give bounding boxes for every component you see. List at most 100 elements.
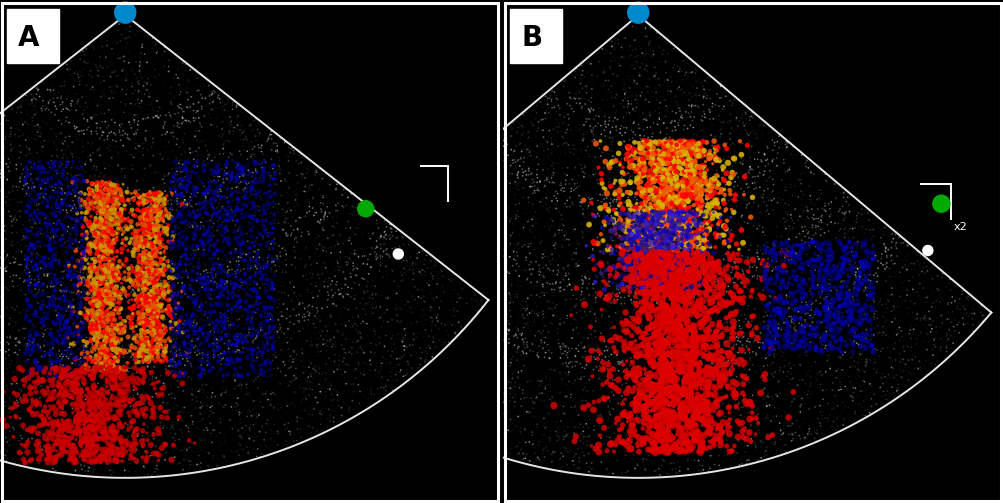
Point [664,242,680,250]
Point [682,113,698,121]
Point [145,198,161,206]
Point [441,186,457,194]
Point [207,166,223,175]
Point [706,376,722,384]
Point [646,238,662,246]
Point [653,246,669,255]
Point [11,449,27,457]
Point [686,327,702,336]
Point [145,312,161,320]
Point [646,244,662,252]
Point [262,164,278,172]
Point [674,207,690,215]
Point [124,160,140,169]
Point [821,250,838,258]
Point [91,299,107,307]
Point [354,362,370,370]
Point [549,432,565,440]
Point [607,441,623,449]
Point [318,388,334,396]
Point [724,243,740,251]
Point [951,305,967,313]
Point [200,314,216,322]
Point [30,429,46,437]
Point [645,171,661,179]
Point [0,263,15,271]
Point [89,445,105,453]
Point [198,309,214,317]
Point [144,293,160,301]
Point [63,262,79,270]
Point [92,220,108,228]
Point [644,302,660,310]
Point [225,280,241,288]
Point [104,339,120,347]
Point [363,308,379,316]
Point [420,245,436,253]
Point [285,348,301,356]
Point [665,434,681,442]
Point [833,262,850,270]
Point [508,195,524,203]
Point [413,330,429,338]
Point [798,258,814,266]
Point [676,215,692,223]
Point [611,283,627,291]
Point [835,301,852,309]
Point [672,271,688,279]
Point [136,90,152,98]
Point [246,453,262,461]
Point [783,420,799,428]
Point [678,404,694,412]
Point [62,366,78,374]
Point [0,235,5,243]
Point [492,353,509,361]
Point [663,263,679,271]
Point [557,170,573,178]
Point [597,220,613,228]
Point [112,246,128,255]
Point [182,315,198,323]
Point [510,373,526,381]
Point [679,273,695,281]
Point [76,417,92,425]
Point [388,316,404,324]
Point [126,304,142,312]
Point [668,171,684,179]
Point [811,274,827,282]
Point [256,164,272,172]
Point [667,258,683,266]
Point [763,203,779,211]
Point [65,342,81,350]
Point [346,326,362,334]
Point [89,193,105,201]
Point [670,329,686,337]
Point [102,326,118,334]
Point [30,373,46,381]
Point [97,286,113,294]
Point [84,255,100,263]
Point [306,209,322,217]
Point [197,217,213,225]
Point [94,384,110,392]
Point [0,412,11,420]
Point [727,389,743,397]
Point [416,283,432,291]
Point [181,437,197,445]
Point [259,337,275,345]
Point [201,278,217,286]
Point [345,192,361,200]
Point [265,412,281,420]
Point [760,326,776,334]
Point [245,330,261,339]
Point [233,254,249,262]
Point [295,416,311,425]
Point [10,104,26,112]
Point [722,369,738,377]
Point [748,422,764,430]
Point [620,328,636,336]
Point [260,276,276,284]
Point [764,323,780,331]
Point [679,197,695,205]
Point [565,326,581,334]
